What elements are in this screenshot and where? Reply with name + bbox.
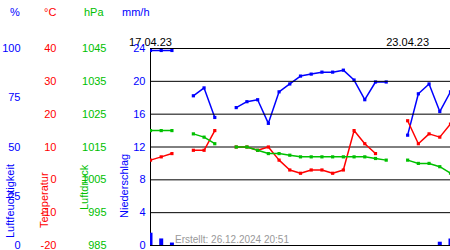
svg-text:23.04.23: 23.04.23 xyxy=(386,36,429,48)
svg-text:-20: -20 xyxy=(41,239,57,250)
svg-text:0: 0 xyxy=(14,239,20,250)
svg-text:4: 4 xyxy=(139,206,145,218)
svg-text:995: 995 xyxy=(88,206,106,218)
svg-text:1045: 1045 xyxy=(82,42,106,54)
svg-text:24: 24 xyxy=(133,42,145,54)
svg-text:985: 985 xyxy=(88,239,106,250)
svg-text:75: 75 xyxy=(8,91,20,103)
svg-text:40: 40 xyxy=(44,42,56,54)
svg-text:100: 100 xyxy=(2,42,20,54)
svg-text:30: 30 xyxy=(44,75,56,87)
svg-text:0: 0 xyxy=(50,173,56,185)
svg-text:1015: 1015 xyxy=(82,141,106,153)
svg-text:20: 20 xyxy=(133,75,145,87)
svg-text:50: 50 xyxy=(8,141,20,153)
svg-text:10: 10 xyxy=(44,141,56,153)
svg-text:1035: 1035 xyxy=(82,75,106,87)
svg-text:16: 16 xyxy=(133,108,145,120)
svg-text:8: 8 xyxy=(139,173,145,185)
svg-text:1025: 1025 xyxy=(82,108,106,120)
svg-text:0: 0 xyxy=(139,239,145,250)
svg-text:12: 12 xyxy=(133,141,145,153)
svg-text:20: 20 xyxy=(44,108,56,120)
